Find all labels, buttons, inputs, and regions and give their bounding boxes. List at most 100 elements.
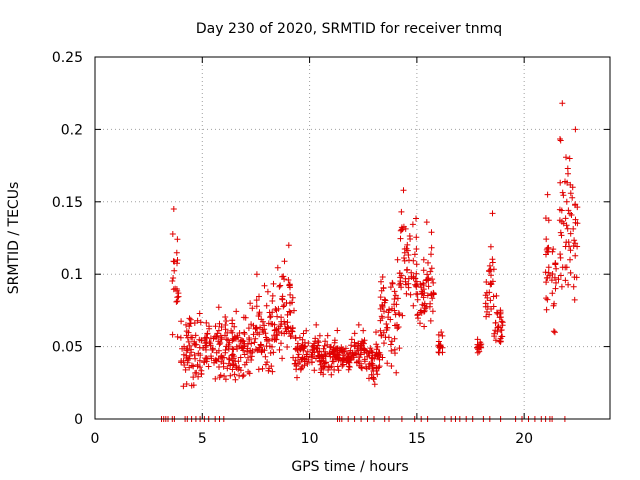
data-point [287, 284, 293, 291]
data-point [207, 342, 214, 349]
data-point [545, 264, 552, 271]
data-point [487, 243, 494, 250]
data-point [410, 257, 417, 264]
data-point [184, 359, 191, 366]
data-point [230, 346, 237, 353]
data-point [335, 367, 342, 374]
data-point [368, 371, 375, 378]
data-point [245, 354, 251, 361]
data-point [215, 347, 222, 354]
data-point [550, 328, 557, 335]
data-point [474, 336, 481, 343]
data-point [336, 349, 343, 356]
data-point [251, 339, 258, 346]
data-point [183, 321, 189, 328]
data-point [239, 373, 246, 380]
data-point [401, 255, 407, 261]
data-point [414, 311, 421, 318]
data-point [311, 367, 318, 374]
data-point [215, 355, 222, 362]
data-point [413, 261, 420, 268]
data-point [243, 359, 250, 366]
data-point [366, 375, 372, 382]
data-point [424, 271, 431, 278]
data-point [340, 356, 347, 362]
data-point [328, 371, 335, 378]
x-axis-label: GPS time / hours [291, 459, 408, 475]
data-point [264, 338, 270, 344]
data-point [237, 354, 244, 361]
data-point [417, 320, 423, 327]
data-point [252, 326, 259, 332]
data-point [262, 353, 269, 360]
data-point [396, 345, 403, 352]
data-point [301, 362, 308, 369]
data-point [291, 307, 297, 314]
data-point [398, 208, 405, 215]
data-point [391, 296, 398, 302]
data-point [388, 338, 395, 345]
data-point [412, 275, 419, 282]
data-point [225, 341, 232, 348]
data-point [202, 344, 209, 351]
data-point [253, 297, 260, 304]
data-point [387, 341, 394, 348]
data-point [227, 362, 234, 369]
data-point [417, 281, 424, 287]
data-point [180, 351, 187, 358]
data-point [360, 327, 367, 334]
data-point [271, 321, 278, 328]
data-point [320, 371, 327, 378]
data-point [219, 354, 226, 361]
data-point [213, 334, 220, 340]
data-point [361, 337, 368, 344]
data-point [397, 227, 404, 234]
data-point [222, 349, 229, 356]
data-point [276, 346, 283, 353]
data-point [435, 349, 442, 356]
data-point [222, 314, 229, 320]
data-point [204, 330, 211, 337]
data-point [558, 218, 565, 225]
data-point [489, 210, 496, 217]
data-point [572, 126, 579, 133]
data-point [425, 283, 432, 290]
data-point [340, 361, 347, 368]
y-tick-label: 0.25 [52, 50, 83, 66]
data-point [300, 330, 307, 337]
data-point [572, 252, 579, 259]
data-point [253, 325, 260, 332]
data-point [385, 334, 392, 341]
data-point [242, 314, 249, 321]
data-point [293, 366, 300, 373]
data-point [255, 366, 262, 373]
data-point [269, 292, 276, 299]
data-point [322, 359, 329, 366]
data-point [383, 321, 390, 327]
data-point [543, 279, 550, 286]
data-point [356, 362, 363, 369]
data-point [313, 321, 320, 328]
data-point [212, 323, 219, 330]
data-point [439, 332, 446, 339]
data-point [564, 225, 571, 232]
data-point [264, 288, 271, 295]
data-point [173, 286, 180, 292]
y-tick-label: 0.2 [61, 122, 83, 138]
data-point [381, 340, 387, 347]
data-point [196, 357, 203, 364]
data-point [234, 334, 241, 341]
data-point [374, 343, 381, 350]
data-point [270, 280, 277, 287]
data-point [250, 331, 257, 338]
data-point [355, 347, 362, 354]
data-point [544, 274, 551, 281]
data-point [418, 284, 425, 291]
data-point [487, 297, 494, 304]
data-point [423, 219, 430, 226]
data-point [208, 353, 214, 360]
data-point [292, 334, 299, 341]
data-point [549, 290, 556, 297]
data-point [379, 315, 386, 321]
data-point [170, 275, 177, 281]
